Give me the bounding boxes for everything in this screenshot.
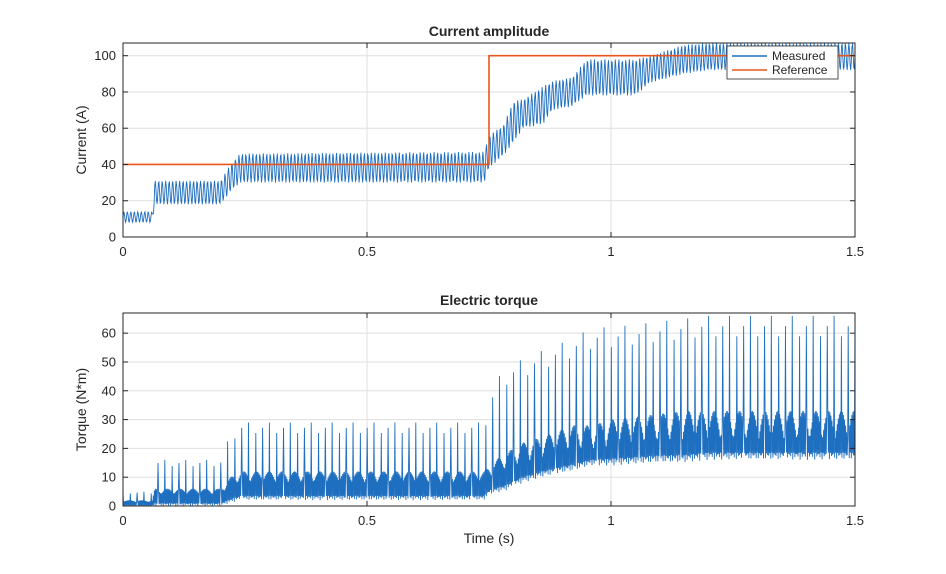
y-tick-label: 60 (102, 326, 116, 341)
ticks: 0 0.5 1 1.5 0 20 40 60 80 100 (94, 43, 864, 259)
y-tick-label: 20 (102, 441, 116, 456)
x-tick-label: 0 (119, 513, 126, 528)
x-tick-label: 1 (607, 244, 614, 259)
axes-box (122, 42, 856, 238)
y-tick-label: 0 (109, 499, 116, 514)
y-tick-label: 60 (102, 121, 116, 136)
x-tick-label: 1.5 (846, 513, 864, 528)
chart-2: 0 0.5 1 1.5 0 10 20 30 40 50 60 Electric torque Torq… (73, 292, 864, 546)
y-axis-label: Current (A) (73, 105, 89, 174)
y-tick-label: 20 (102, 193, 116, 208)
legend-entry-reference: Reference (772, 63, 828, 77)
series-group (123, 315, 855, 506)
series-reference-line (123, 54, 855, 166)
y-tick-label: 10 (102, 470, 116, 485)
legend-box (726, 45, 839, 80)
x-tick-label: 1 (607, 513, 614, 528)
series-torque-line (123, 315, 855, 506)
legend-entry-measured: Measured (772, 49, 825, 63)
y-tick-label: 80 (102, 84, 116, 99)
y-tick-label: 0 (109, 230, 116, 245)
chart-1: 0 0.5 1 1.5 0 20 40 60 80 100 Current amplitude Cur… (73, 23, 864, 259)
y-tick-label: 40 (102, 157, 116, 172)
x-axis-label: Time (s) (464, 530, 515, 546)
axes-box (122, 312, 856, 507)
y-tick-label: 30 (102, 412, 116, 427)
y-axis-label: Torque (N*m) (73, 368, 89, 451)
y-tick-label: 50 (102, 354, 116, 369)
y-tick-label: 100 (94, 48, 116, 63)
x-tick-label: 0.5 (358, 513, 376, 528)
x-tick-label: 0.5 (358, 244, 376, 259)
chart-title: Current amplitude (429, 23, 550, 39)
y-tick-label: 40 (102, 383, 116, 398)
chart-title: Electric torque (440, 292, 538, 308)
x-tick-label: 0 (119, 244, 126, 259)
ticks: 0 0.5 1 1.5 0 10 20 30 40 50 60 (102, 313, 864, 528)
x-tick-label: 1.5 (846, 244, 864, 259)
